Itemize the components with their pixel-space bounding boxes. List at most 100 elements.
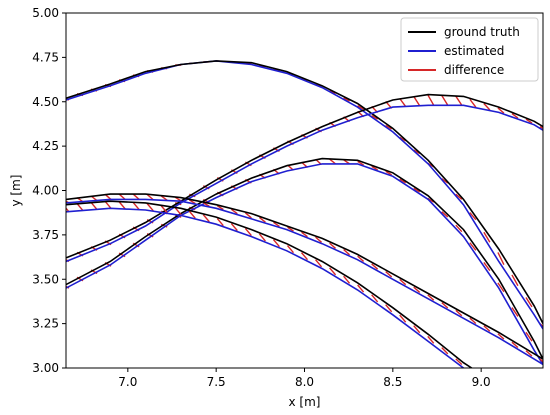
difference-line [146,193,154,201]
y-tick-label: 3.25 [32,317,59,331]
legend-label: difference [444,63,504,77]
x-tick-label: 7.5 [207,375,226,389]
y-axis-label: y [m] [9,175,23,207]
trajectory-4 [66,193,543,366]
difference-line [174,207,182,216]
difference-line [455,358,463,365]
x-tick-label: 8.0 [295,375,314,389]
difference-line [427,335,435,344]
difference-line [511,112,519,119]
difference-line [287,226,294,232]
difference-line [230,208,238,215]
difference-line [216,205,224,211]
trajectory-1 [66,60,543,330]
difference-line [498,387,504,392]
difference-line [301,231,308,238]
legend: ground truth estimated difference [400,17,539,82]
difference-line [483,231,491,243]
difference-line [469,317,477,324]
difference-line [497,252,505,265]
difference-line [455,193,463,200]
difference-line [258,233,266,242]
difference-line [371,263,379,270]
x-axis-label: x [m] [289,395,321,409]
legend-box [400,17,539,82]
difference-line [385,124,393,130]
difference-line [413,325,421,334]
ground-truth-line [66,60,543,324]
difference-line [314,259,323,268]
difference-line [413,95,421,107]
difference-line [132,202,140,211]
difference-line [540,407,546,412]
difference-line [160,205,168,214]
trajectory-5 [66,200,546,412]
difference-line [104,200,112,209]
difference-line [399,98,407,107]
difference-line [526,401,532,406]
ground-truth-line [66,193,543,360]
difference-line [525,331,533,342]
difference-segments [66,158,543,363]
y-tick-label: 3.50 [32,272,59,286]
x-tick-label: 7.0 [118,375,137,389]
estimated-line [66,104,543,263]
difference-line [273,221,280,227]
ground-truth-line [66,157,543,360]
difference-line [427,94,435,106]
difference-line [399,136,407,142]
difference-line [343,97,350,102]
difference-line [90,201,98,210]
difference-line [329,267,337,276]
ground-truth-line [66,200,474,368]
difference-line [202,214,210,223]
difference-line [385,271,393,278]
difference-line [497,333,505,340]
difference-line [413,286,421,293]
difference-line [216,218,224,227]
trajectory-2 [66,93,543,263]
difference-line [413,187,421,193]
estimated-line [66,163,543,365]
difference-line [399,178,407,184]
difference-line [483,262,491,272]
difference-line [539,125,543,130]
difference-line [469,98,477,108]
difference-line [469,212,477,221]
x-tick-label: 9.0 [472,375,491,389]
estimated-line [66,198,543,366]
trajectory-3 [66,157,543,365]
difference-line [455,95,463,106]
difference-line [357,284,365,293]
difference-line [357,105,364,110]
difference-line [329,242,337,249]
y-tick-label: 3.75 [32,228,59,242]
difference-line [76,203,84,212]
x-tick-label: 8.5 [383,375,402,389]
difference-line [202,202,210,207]
difference-line [441,95,449,106]
difference-line [525,350,533,357]
series-layer [66,60,546,412]
difference-line [441,302,449,309]
ground-truth-line [66,93,543,259]
difference-line [371,294,379,303]
legend-label: ground truth [444,25,520,39]
difference-segments [66,193,543,363]
difference-line [66,207,70,213]
difference-line [188,199,196,205]
legend-label: estimated [444,44,504,58]
difference-line [413,149,421,155]
difference-line [160,195,168,201]
difference-segments [66,60,543,328]
x-axis-ticks: 7.0 7.5 8.0 8.5 9.0 [118,368,491,389]
difference-line [385,170,393,176]
y-tick-label: 4.25 [32,139,59,153]
difference-line [497,107,505,114]
difference-line [118,193,126,200]
difference-segments [66,200,546,412]
difference-line [455,309,463,317]
estimated-line [66,207,465,368]
difference-line [244,212,252,219]
y-tick-label: 4.50 [32,95,59,109]
